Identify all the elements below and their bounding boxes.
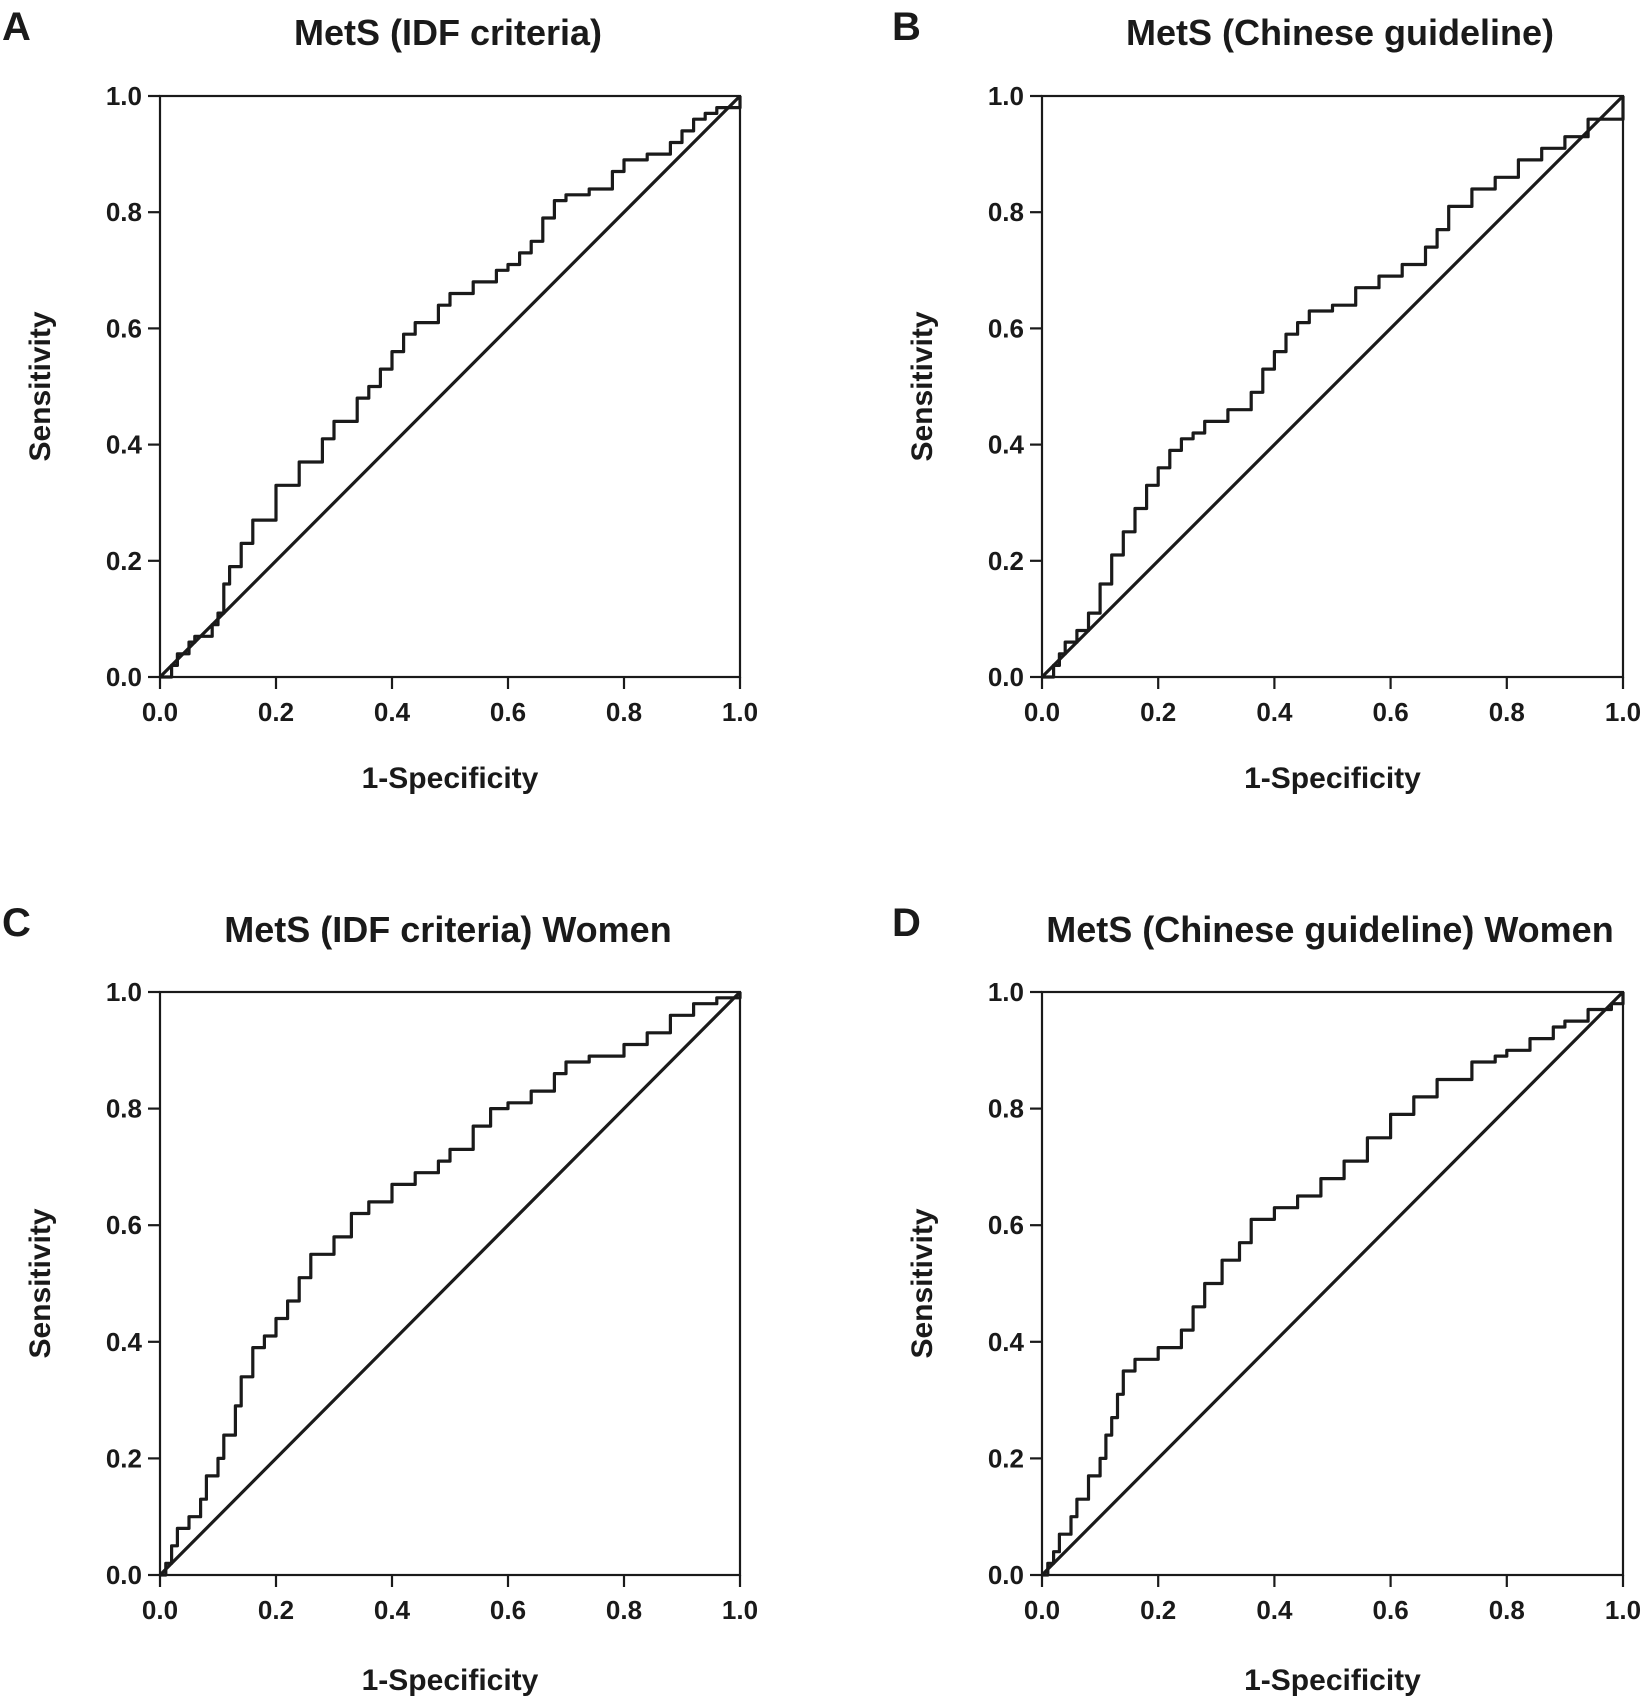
x-tick-label: 0.6 (1373, 697, 1409, 727)
y-tick-label: 1.0 (106, 81, 142, 111)
y-axis-label: Sensitivity (906, 1208, 939, 1358)
x-tick-label: 0.4 (1256, 697, 1293, 727)
y-tick-label: 0.8 (988, 197, 1024, 227)
chart-title: MetS (IDF criteria) (294, 12, 602, 53)
y-axis-label: Sensitivity (906, 311, 939, 461)
y-tick-label: 0.4 (988, 430, 1025, 460)
roc-panel-b: B MetS (Chinese guideline) 0.0 0.2 0.4 0.6 0.8… (892, 5, 1641, 795)
x-tick-label: 0.4 (374, 1595, 411, 1625)
y-axis-label: Sensitivity (24, 311, 57, 461)
x-tick-label: 0.4 (1256, 1595, 1293, 1625)
panel-letter: D (892, 901, 921, 945)
y-tick-label: 0.2 (106, 1443, 142, 1473)
y-tick-label: 0.4 (106, 1327, 143, 1357)
roc-curve-line (160, 992, 742, 1577)
y-tick-label: 0.8 (988, 1094, 1024, 1124)
x-tick-label: 0.4 (374, 697, 411, 727)
y-tick-label: 0.0 (106, 662, 142, 692)
y-axis-label: Sensitivity (24, 1208, 57, 1358)
x-axis-label: 1-Specificity (362, 762, 539, 795)
panel-letter: A (2, 5, 31, 49)
x-tick-label: 0.6 (490, 697, 526, 727)
reference-diagonal-line (158, 990, 742, 1577)
x-tick-label: 0.2 (258, 697, 294, 727)
panel-letter: B (892, 5, 921, 49)
x-tick-label: 0.8 (1489, 697, 1525, 727)
x-tick-label: 0.2 (1140, 1595, 1176, 1625)
y-tick-label: 0.0 (106, 1560, 142, 1590)
x-tick-label: 0.0 (142, 1595, 178, 1625)
x-tick-label: 1.0 (1605, 697, 1641, 727)
plot-frame (158, 94, 742, 679)
y-tick-label: 0.0 (988, 662, 1024, 692)
x-tick-label: 0.0 (1024, 697, 1060, 727)
x-tick-label: 1.0 (1605, 1595, 1641, 1625)
y-tick-label: 1.0 (988, 81, 1024, 111)
chart-title: MetS (Chinese guideline) (1126, 12, 1554, 53)
x-axis-label: 1-Specificity (362, 1664, 539, 1697)
reference-diagonal-line (1040, 990, 1625, 1577)
roc-panel-d: D MetS (Chinese guideline) Women 0.0 0.2 0.4… (892, 901, 1641, 1697)
roc-curve-line (1042, 992, 1625, 1577)
y-tick-label: 0.6 (988, 313, 1024, 343)
roc-panel-c: C MetS (IDF criteria) Women 0.0 0.2 0.4 0.6 0.… (2, 901, 758, 1697)
plot-frame (1040, 990, 1625, 1577)
x-tick-label: 0.8 (606, 697, 642, 727)
y-tick-label: 0.2 (988, 546, 1024, 576)
x-tick-label: 0.2 (258, 1595, 294, 1625)
plot-frame (158, 990, 742, 1577)
y-tick-label: 0.2 (106, 546, 142, 576)
x-tick-label: 0.6 (490, 1595, 526, 1625)
x-axis-label: 1-Specificity (1244, 762, 1421, 795)
roc-curve-line (1042, 96, 1625, 679)
x-tick-label: 0.8 (1489, 1595, 1525, 1625)
x-tick-label: 0.2 (1140, 697, 1176, 727)
y-tick-label: 1.0 (106, 977, 142, 1007)
x-tick-label: 0.8 (606, 1595, 642, 1625)
x-tick-label: 0.6 (1373, 1595, 1409, 1625)
x-axis-label: 1-Specificity (1244, 1664, 1421, 1697)
y-tick-label: 0.6 (106, 1210, 142, 1240)
chart-title: MetS (IDF criteria) Women (224, 909, 671, 950)
plot-frame (1040, 94, 1625, 679)
chart-title: MetS (Chinese guideline) Women (1046, 909, 1613, 950)
y-tick-label: 0.6 (988, 1210, 1024, 1240)
x-tick-label: 1.0 (722, 1595, 758, 1625)
y-tick-label: 0.0 (988, 1560, 1024, 1590)
panel-letter: C (2, 901, 31, 945)
y-tick-label: 0.8 (106, 1094, 142, 1124)
x-tick-label: 0.0 (142, 697, 178, 727)
y-tick-label: 0.6 (106, 313, 142, 343)
roc-curve-line (160, 96, 742, 679)
y-tick-label: 0.4 (988, 1327, 1025, 1357)
reference-diagonal-line (1040, 94, 1625, 679)
y-tick-label: 0.4 (106, 430, 143, 460)
y-tick-label: 1.0 (988, 977, 1024, 1007)
reference-diagonal-line (158, 94, 742, 679)
roc-panel-a: A MetS (IDF criteria) 0.0 0.2 0.4 0.6 0.8 1.0 0.… (2, 5, 758, 795)
x-tick-label: 1.0 (722, 697, 758, 727)
x-tick-label: 0.0 (1024, 1595, 1060, 1625)
y-tick-label: 0.8 (106, 197, 142, 227)
y-tick-label: 0.2 (988, 1443, 1024, 1473)
